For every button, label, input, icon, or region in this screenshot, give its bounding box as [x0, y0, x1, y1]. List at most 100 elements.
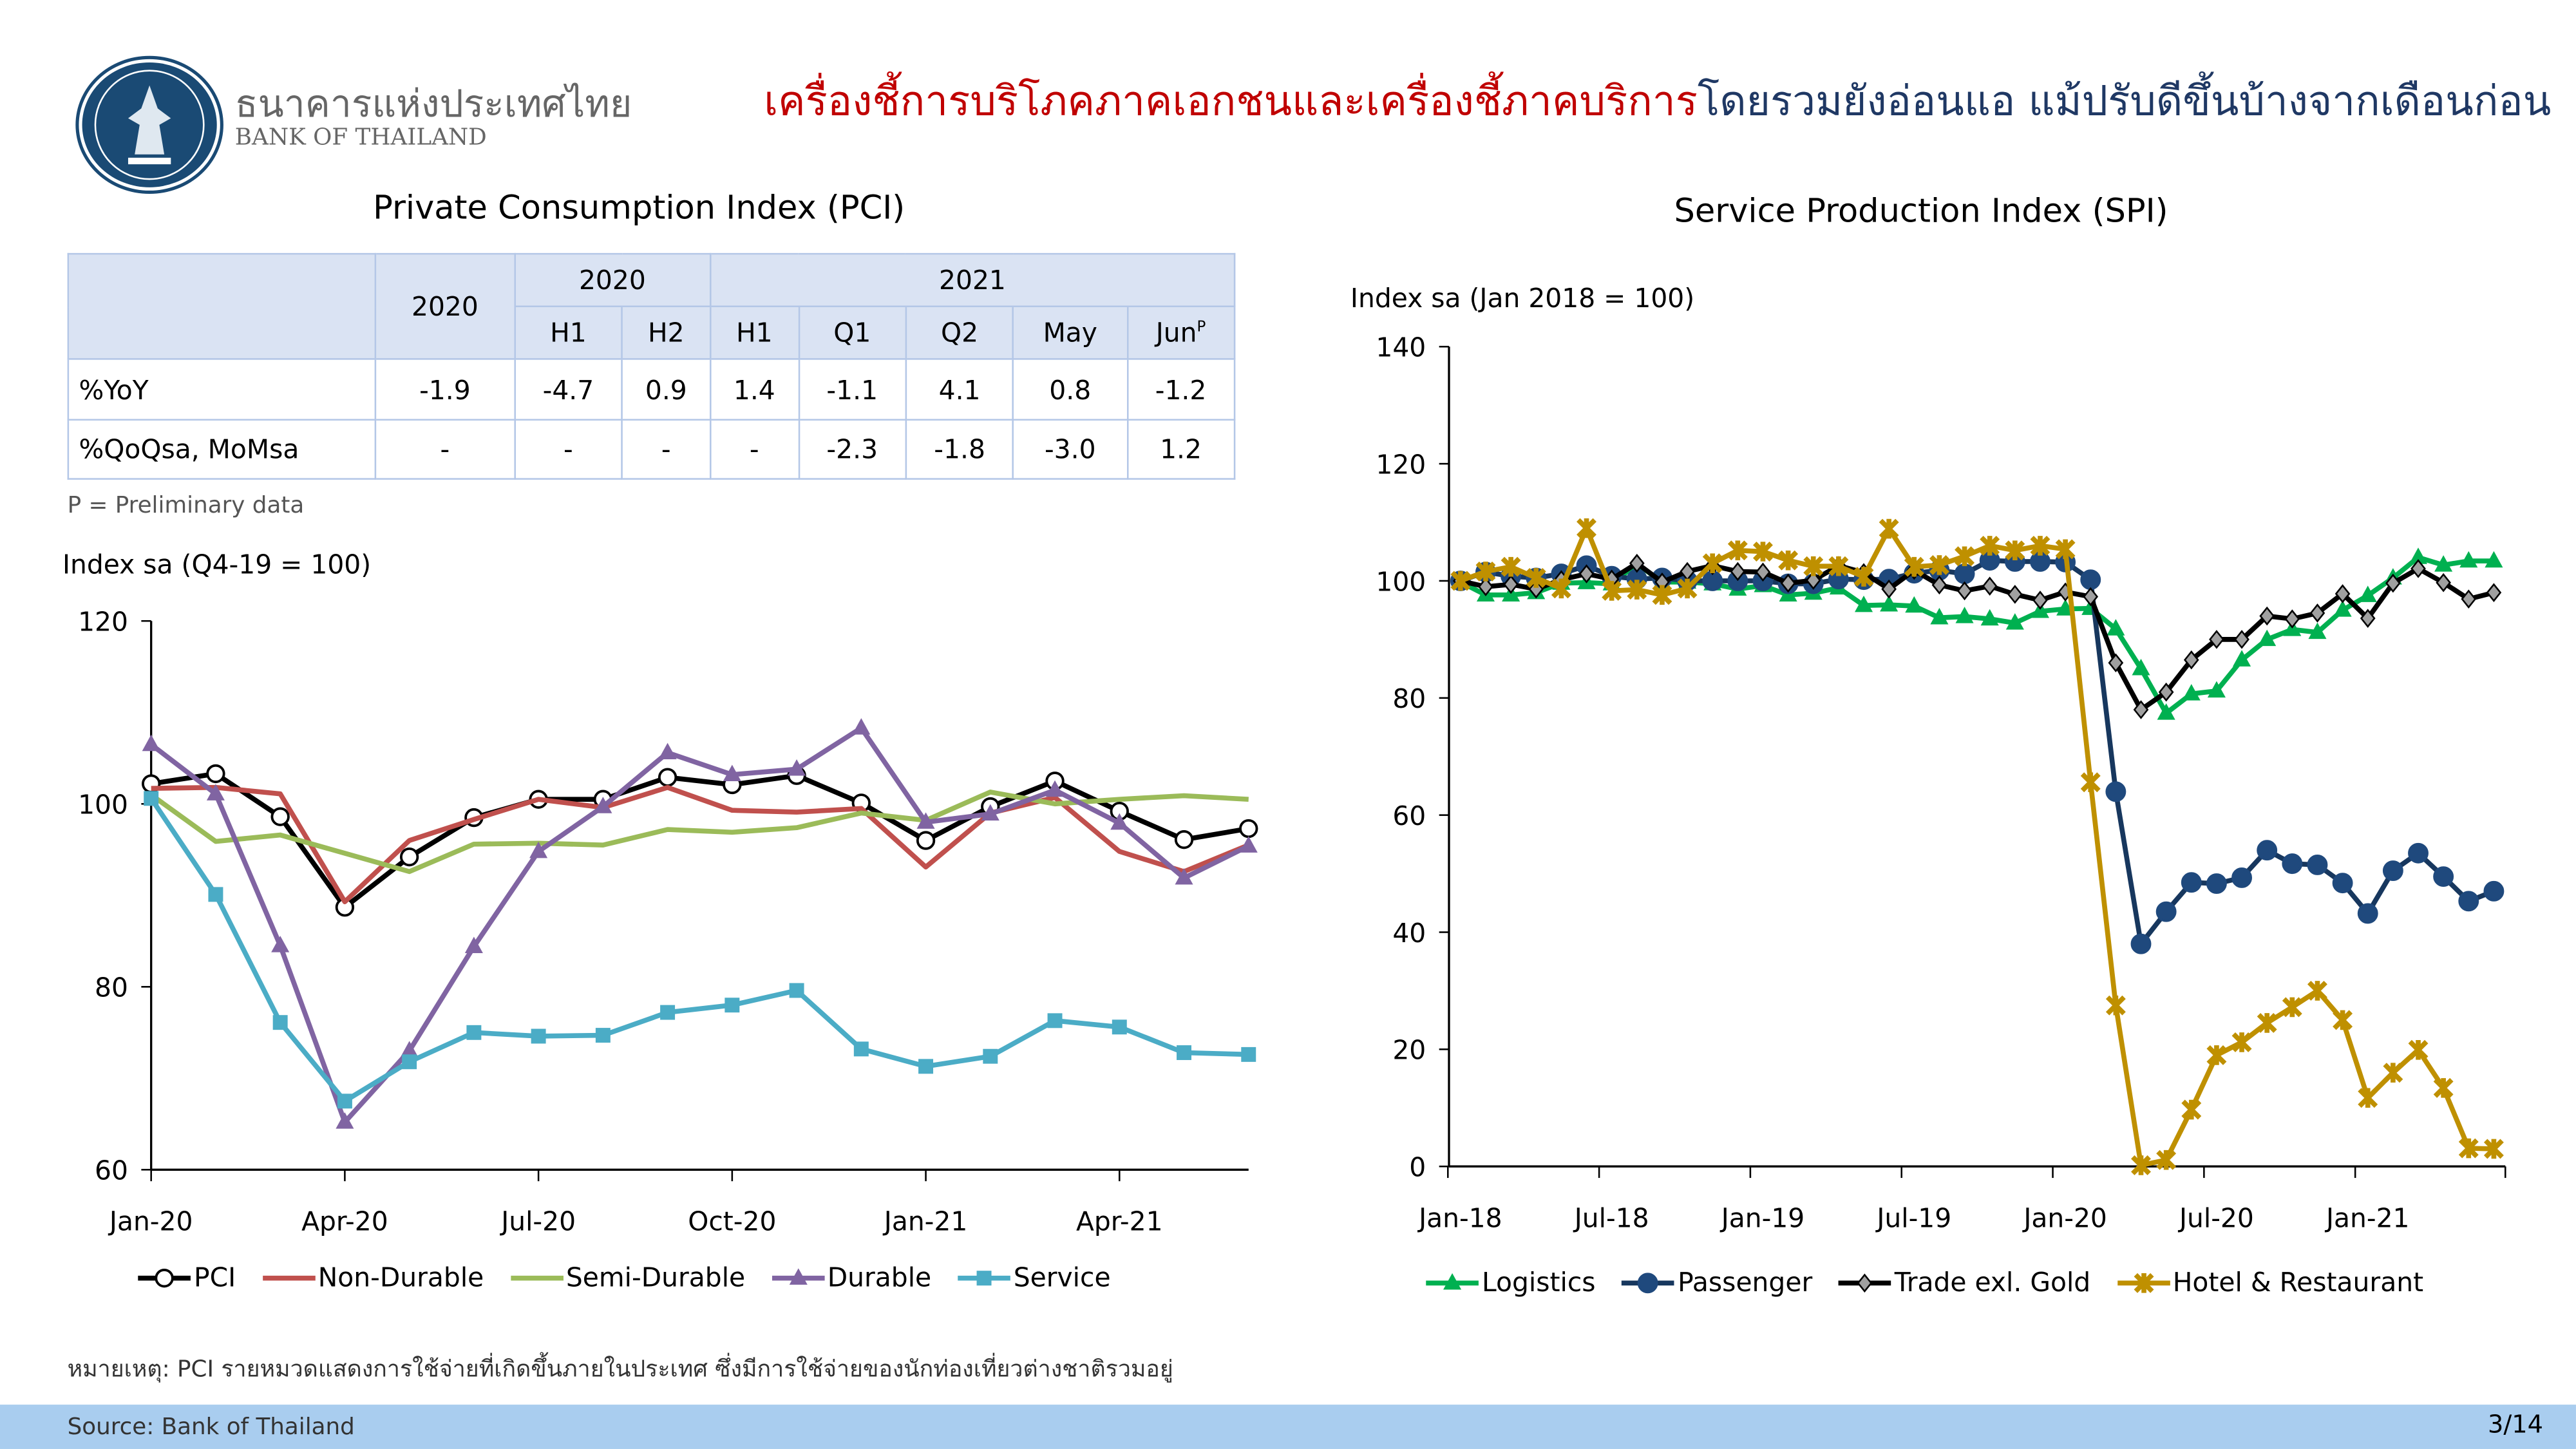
data-point	[1780, 573, 1796, 593]
legend-label: Non-Durable	[317, 1262, 484, 1293]
data-point	[2231, 1032, 2252, 1052]
data-point	[788, 759, 806, 776]
data-point	[1174, 830, 1194, 849]
data-point	[1904, 556, 1924, 577]
table-row: %YoY -1.9 -4.7 0.9 1.4 -1.1 4.1 0.8 -1.2	[67, 358, 1236, 421]
y-tick-label: 140	[1376, 332, 1426, 363]
data-point	[529, 841, 548, 858]
data-point	[916, 812, 935, 829]
data-point	[1930, 607, 1949, 625]
legend-item: Logistics	[1423, 1267, 1596, 1298]
data-point	[2383, 1063, 2403, 1083]
table-header-period: May	[1012, 305, 1128, 360]
table-cell: 1.4	[709, 358, 800, 421]
legend-swatch-icon	[957, 1269, 1010, 1285]
data-point	[1577, 518, 1596, 538]
spi-title: Service Production Index (SPI)	[1674, 190, 2168, 231]
table-header-blank	[67, 252, 377, 360]
series-semi-durable	[149, 790, 1249, 875]
data-point	[2183, 650, 2199, 670]
table-cell: -	[513, 419, 623, 480]
data-point	[1805, 571, 1821, 590]
x-tick-label: Jul-18	[1573, 1203, 1649, 1234]
data-point	[2206, 873, 2227, 894]
data-point	[660, 1005, 676, 1020]
data-point	[2333, 1010, 2353, 1030]
data-point	[2408, 842, 2429, 864]
data-point	[2461, 589, 2477, 609]
data-point	[2332, 873, 2353, 894]
table-cell: -1.2	[1126, 358, 1236, 421]
data-point	[2156, 1150, 2177, 1170]
series-line	[149, 790, 1249, 875]
data-point	[466, 1025, 482, 1040]
x-tick-label: Jan-18	[1417, 1203, 1502, 1234]
legend-swatch-icon	[262, 1274, 315, 1280]
series-non-durable	[151, 784, 1250, 905]
bank-of-thailand-logo	[79, 59, 220, 191]
data-point	[724, 998, 740, 1013]
data-point	[2459, 551, 2478, 568]
legend-swatch-icon	[2117, 1272, 2170, 1293]
data-point	[2307, 980, 2327, 1001]
data-point	[2282, 853, 2303, 875]
table-header-period: JunP	[1126, 305, 1236, 360]
data-point	[2007, 585, 2023, 604]
data-point	[1652, 585, 1672, 605]
data-point	[594, 797, 612, 813]
data-point	[658, 768, 677, 787]
data-point	[2181, 872, 2202, 893]
x-tick-label: Jan-21	[882, 1206, 968, 1237]
data-point	[2257, 840, 2278, 861]
data-point	[2486, 583, 2502, 602]
data-point	[1905, 596, 1924, 613]
x-tick-label: Jul-20	[499, 1206, 576, 1237]
data-point	[206, 784, 225, 800]
legend-item: PCI	[135, 1262, 236, 1293]
data-point	[2158, 682, 2174, 702]
data-point	[918, 1059, 934, 1074]
data-point	[2257, 1012, 2277, 1033]
logo-text-english: BANK OF THAILAND	[234, 124, 487, 151]
data-point	[1627, 580, 1647, 600]
data-point	[1629, 553, 1645, 573]
table-cell: -1.9	[374, 358, 516, 421]
y-tick-label: 20	[1392, 1035, 1426, 1066]
data-point	[2105, 995, 2126, 1016]
legend-item: Trade exl. Gold	[1835, 1267, 2090, 1298]
data-point	[2105, 781, 2126, 802]
data-point	[2483, 1139, 2504, 1159]
data-point	[2333, 600, 2352, 617]
data-point	[1503, 574, 1519, 594]
series-trade-exl-gold	[1453, 553, 2502, 719]
legend-item: Semi-Durable	[507, 1262, 745, 1293]
data-point	[2234, 630, 2249, 649]
data-point	[1528, 579, 1544, 599]
data-point	[595, 1028, 611, 1043]
data-point	[1239, 819, 1258, 838]
data-point	[2360, 609, 2376, 628]
data-point	[1239, 836, 1258, 853]
y-tick-label: 80	[1392, 683, 1426, 714]
legend-item: Service	[954, 1262, 1111, 1293]
table-header-year: 2020	[374, 252, 516, 360]
data-point	[658, 743, 677, 759]
data-point	[1778, 550, 1799, 571]
data-point	[142, 734, 160, 752]
data-point	[2005, 613, 2024, 630]
data-point	[206, 764, 225, 784]
data-point	[2030, 535, 2050, 556]
legend-item: Hotel & Restaurant	[2114, 1267, 2423, 1298]
pci-table: 2020 2020 2021 H1 H2 H1 Q1 Q2 May JunP %…	[67, 252, 1236, 480]
data-point	[2309, 603, 2325, 623]
table-header-row: 2020 2020 2021	[67, 252, 1236, 360]
data-point	[1980, 535, 2000, 556]
legend-label: Hotel & Restaurant	[2172, 1266, 2424, 1298]
series-durable	[142, 718, 1258, 1129]
slide-title-red: เครื่องชี้การบริโภคภาคเอกชนและเครื่องชี้…	[764, 77, 1698, 125]
data-point	[2382, 860, 2403, 881]
data-point	[400, 1041, 419, 1057]
period-label: Jun	[1155, 317, 1197, 348]
data-point	[336, 1112, 354, 1129]
data-point	[1478, 577, 1493, 596]
